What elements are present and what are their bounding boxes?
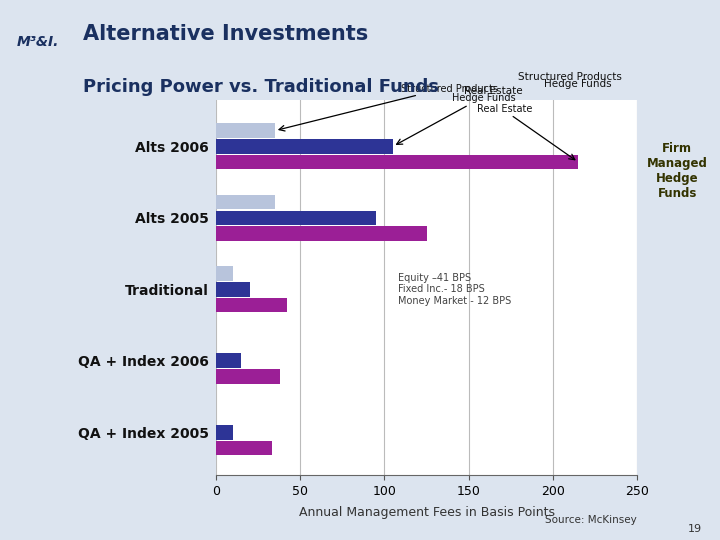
Bar (216, 211, 376, 225)
Text: Source: McKinsey: Source: McKinsey (546, 515, 637, 525)
Text: 19: 19 (688, 523, 702, 534)
Bar (216, 425, 233, 440)
X-axis label: Annual Management Fees in Basis Points: Annual Management Fees in Basis Points (299, 507, 554, 519)
Bar (216, 282, 250, 296)
Text: M³&I.: M³&I. (17, 35, 58, 49)
Text: Hedge Funds: Hedge Funds (452, 93, 516, 104)
Bar (216, 195, 275, 210)
Bar (216, 139, 393, 154)
Text: Alternative Investments: Alternative Investments (83, 24, 368, 44)
Text: Firm
Managed
Hedge
Funds: Firm Managed Hedge Funds (647, 143, 708, 200)
Bar (216, 298, 287, 313)
Text: Real Estate: Real Estate (477, 104, 533, 114)
Bar (216, 354, 241, 368)
Bar (216, 441, 271, 455)
Bar (216, 266, 233, 281)
Text: Real Estate: Real Estate (464, 85, 523, 96)
Text: Hedge Funds: Hedge Funds (544, 79, 611, 89)
Bar (216, 123, 275, 138)
Text: Pricing Power vs. Traditional Funds: Pricing Power vs. Traditional Funds (83, 78, 438, 96)
Bar (216, 155, 578, 170)
Bar (216, 369, 280, 384)
Text: Structured Products: Structured Products (401, 84, 498, 94)
Text: Equity –41 BPS
Fixed Inc.- 18 BPS
Money Market - 12 BPS: Equity –41 BPS Fixed Inc.- 18 BPS Money … (398, 273, 511, 306)
Text: Structured Products: Structured Products (518, 72, 622, 82)
Bar (216, 226, 426, 241)
